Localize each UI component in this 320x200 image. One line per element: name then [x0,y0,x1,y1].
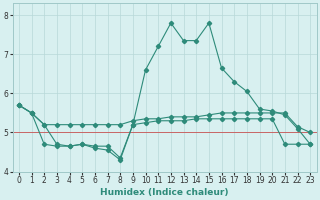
X-axis label: Humidex (Indice chaleur): Humidex (Indice chaleur) [100,188,229,197]
